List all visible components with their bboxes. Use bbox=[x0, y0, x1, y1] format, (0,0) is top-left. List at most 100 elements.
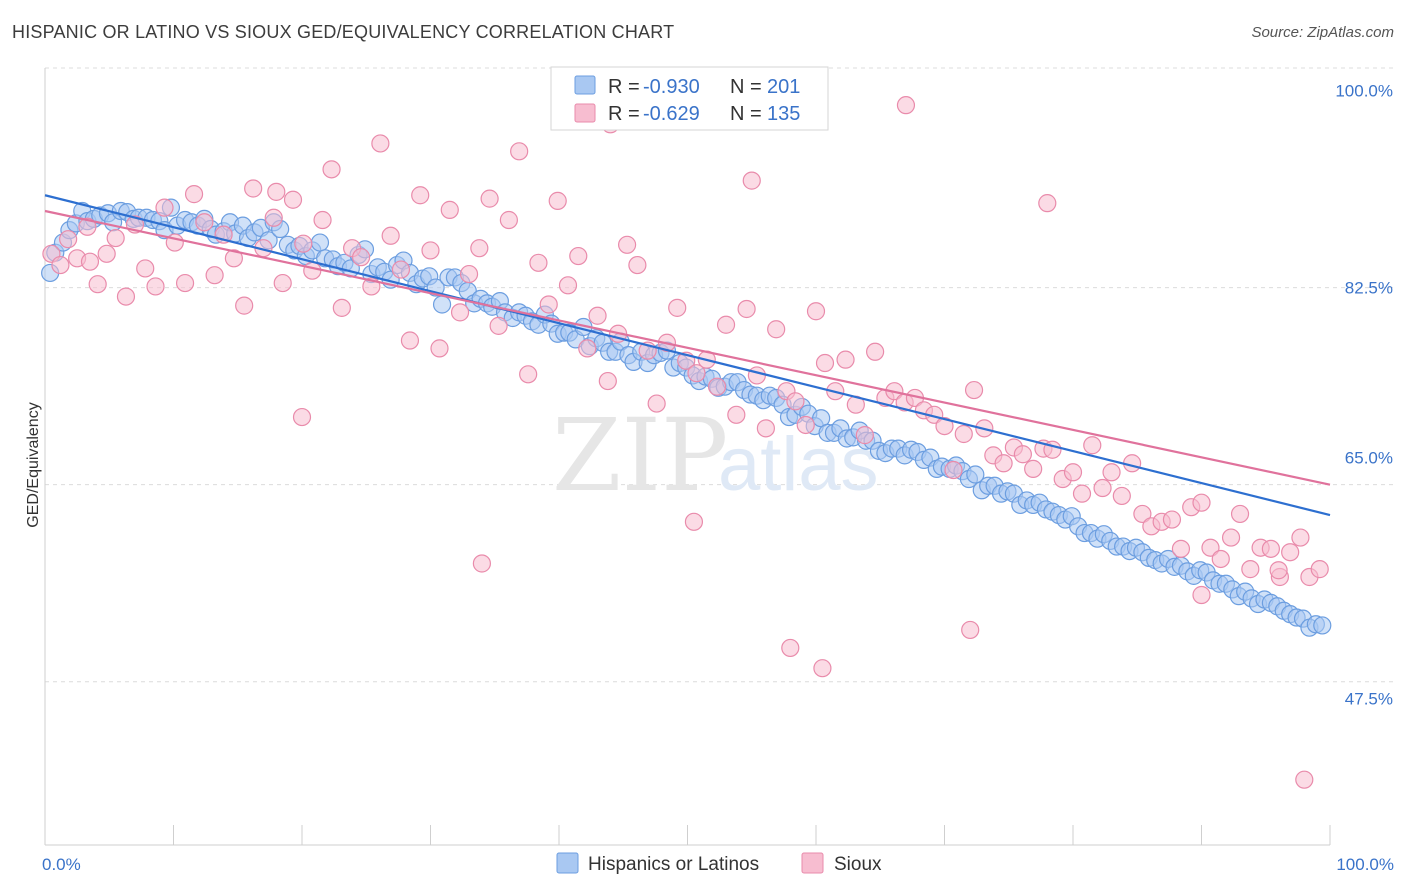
trend-line-sioux bbox=[44, 209, 1331, 486]
data-point bbox=[935, 416, 954, 436]
points-layer bbox=[41, 96, 1332, 789]
data-point bbox=[1310, 560, 1329, 579]
data-point bbox=[866, 342, 885, 361]
data-point bbox=[352, 248, 371, 267]
data-point bbox=[1295, 770, 1314, 789]
x-tick-label-min: 0.0% bbox=[42, 855, 81, 874]
data-point bbox=[598, 371, 617, 391]
data-point bbox=[430, 339, 449, 358]
data-point bbox=[292, 407, 312, 427]
legend-r-value-hispanic: -0.930 bbox=[643, 76, 700, 98]
y-axis-title: GED/Equivalency bbox=[25, 402, 42, 527]
data-point bbox=[994, 454, 1013, 473]
data-point bbox=[806, 302, 826, 321]
data-point bbox=[1112, 486, 1131, 506]
data-point bbox=[747, 366, 766, 385]
legend-n-label-hispanic: N = bbox=[730, 76, 762, 98]
data-point bbox=[1211, 549, 1230, 569]
data-point bbox=[59, 230, 78, 249]
data-point bbox=[737, 299, 756, 319]
data-point bbox=[815, 353, 835, 373]
data-point bbox=[294, 234, 313, 253]
top-legend: R = -0.930 N = 201 R = -0.629 N = 135 bbox=[550, 66, 829, 131]
data-point bbox=[1313, 616, 1332, 635]
data-point bbox=[548, 191, 567, 210]
data-point bbox=[668, 298, 687, 317]
data-point bbox=[588, 306, 607, 325]
series-points-sioux bbox=[42, 96, 1329, 789]
data-point bbox=[78, 217, 97, 236]
bottom-legend: Hispanics or Latinos Sioux bbox=[556, 852, 882, 875]
data-point bbox=[432, 295, 452, 314]
data-point bbox=[381, 226, 400, 245]
data-point bbox=[1038, 194, 1057, 213]
data-point bbox=[716, 315, 736, 334]
data-point bbox=[303, 261, 322, 280]
data-point bbox=[1102, 463, 1121, 482]
data-point bbox=[1162, 510, 1182, 529]
data-point bbox=[529, 253, 548, 272]
data-point bbox=[1230, 504, 1250, 524]
bottom-legend-label-sioux: Sioux bbox=[834, 854, 882, 875]
data-point bbox=[519, 365, 538, 384]
data-point bbox=[184, 185, 204, 204]
data-point bbox=[106, 228, 125, 248]
data-point bbox=[283, 190, 303, 209]
data-point bbox=[235, 296, 254, 315]
bottom-legend-swatch-hispanic bbox=[556, 852, 579, 874]
y-tick-label: 82.5% bbox=[1345, 279, 1393, 298]
data-point bbox=[539, 295, 558, 314]
bottom-legend-label-hispanic: Hispanics or Latinos bbox=[588, 854, 759, 875]
data-point bbox=[578, 339, 597, 358]
data-point bbox=[813, 659, 832, 678]
data-point bbox=[742, 171, 761, 190]
data-point bbox=[855, 426, 874, 445]
trend-layer bbox=[44, 194, 1331, 517]
data-point bbox=[1024, 459, 1043, 478]
data-point bbox=[1201, 538, 1220, 557]
data-point bbox=[322, 160, 341, 179]
data-point bbox=[273, 273, 292, 293]
data-point bbox=[195, 213, 214, 232]
data-point bbox=[116, 287, 136, 306]
data-point bbox=[756, 419, 775, 438]
data-point bbox=[244, 179, 263, 198]
data-point bbox=[472, 554, 491, 573]
data-point bbox=[687, 364, 706, 383]
data-point bbox=[964, 380, 984, 400]
data-point bbox=[51, 255, 70, 275]
data-point bbox=[470, 239, 489, 258]
data-point bbox=[1192, 493, 1211, 512]
data-point bbox=[146, 277, 165, 296]
data-point bbox=[1291, 528, 1310, 547]
data-point bbox=[1133, 504, 1152, 524]
data-point bbox=[767, 320, 786, 339]
data-point bbox=[136, 259, 155, 278]
data-point bbox=[267, 182, 286, 201]
data-point bbox=[836, 350, 855, 369]
data-point bbox=[97, 244, 116, 263]
y-tick-labels: 100.0% 82.5% 65.0% 47.5% bbox=[1335, 82, 1393, 709]
data-point bbox=[224, 249, 243, 268]
legend-n-value-sioux: 135 bbox=[767, 103, 800, 125]
data-point bbox=[1241, 560, 1260, 579]
legend-n-value-hispanic: 201 bbox=[767, 76, 800, 98]
data-point bbox=[966, 465, 985, 484]
data-point bbox=[1013, 445, 1032, 464]
data-point bbox=[80, 252, 100, 271]
data-point bbox=[558, 276, 578, 295]
data-point bbox=[628, 255, 647, 275]
data-point bbox=[499, 210, 518, 230]
legend-r-value-sioux: -0.629 bbox=[643, 103, 700, 125]
data-point bbox=[175, 273, 195, 293]
data-point bbox=[727, 405, 746, 424]
data-point bbox=[781, 638, 800, 658]
data-point bbox=[1192, 585, 1211, 605]
data-point bbox=[440, 200, 459, 219]
data-point bbox=[421, 241, 440, 260]
data-point bbox=[480, 189, 499, 208]
y-tick-label: 65.0% bbox=[1345, 449, 1393, 468]
y-tick-label: 47.5% bbox=[1345, 690, 1393, 709]
data-point bbox=[310, 233, 330, 252]
data-point bbox=[569, 246, 588, 266]
